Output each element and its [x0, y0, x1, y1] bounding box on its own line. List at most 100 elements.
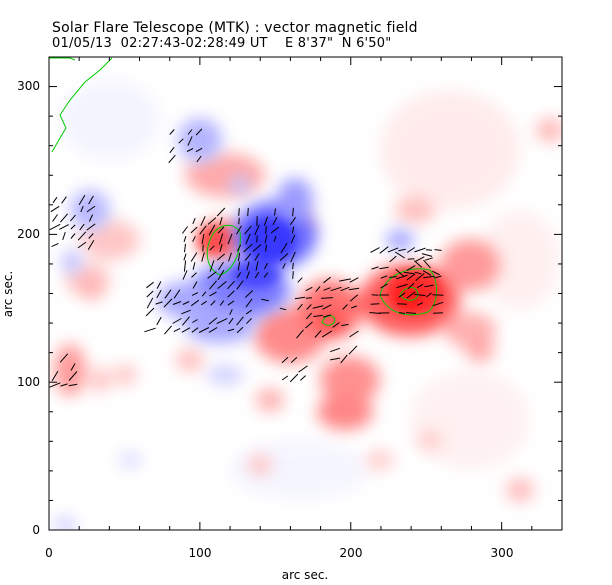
field-vector — [50, 205, 60, 213]
field-vector — [406, 291, 416, 299]
field-vector — [208, 327, 218, 333]
field-vector — [78, 194, 86, 206]
field-vector — [380, 283, 388, 289]
field-vector — [414, 271, 422, 275]
field-vector — [254, 271, 260, 279]
field-vector — [228, 252, 232, 262]
field-vector — [396, 274, 408, 280]
field-vector — [209, 291, 217, 297]
field-vector — [289, 217, 297, 225]
field-vector — [255, 261, 259, 271]
field-vector — [296, 329, 304, 339]
field-vector — [348, 345, 358, 355]
field-vector — [415, 256, 425, 262]
field-vector — [261, 298, 269, 302]
field-vector — [62, 231, 66, 241]
field-vector — [413, 260, 423, 268]
field-vector — [395, 268, 405, 278]
field-vector — [192, 262, 196, 270]
field-vector — [414, 247, 426, 253]
field-vector — [342, 304, 348, 310]
field-vector — [190, 299, 200, 307]
field-vector — [183, 235, 187, 243]
field-vector — [178, 138, 184, 144]
field-vector — [237, 252, 241, 262]
field-vector — [156, 316, 162, 326]
field-vector — [290, 357, 298, 363]
field-vector — [229, 308, 233, 316]
field-vector — [423, 275, 435, 279]
field-vector — [274, 208, 276, 216]
field-vector — [88, 195, 94, 205]
field-vector — [227, 300, 235, 306]
field-vector — [406, 265, 416, 271]
field-vector — [172, 301, 182, 305]
positive-polarity-cores — [199, 226, 443, 332]
field-vector — [313, 314, 323, 318]
field-vector — [79, 223, 85, 231]
observation-info: 01/05/13 02:27:43-02:28:49 UT E 8'37" N … — [52, 36, 392, 51]
field-vector — [236, 326, 244, 334]
field-vector — [59, 353, 69, 363]
field-vector — [201, 234, 205, 244]
field-vector — [289, 373, 299, 383]
field-vector — [164, 289, 172, 299]
field-vector — [279, 307, 287, 311]
field-vector — [169, 146, 175, 154]
field-vector — [405, 312, 417, 314]
field-vector — [169, 129, 175, 135]
field-vector — [425, 249, 433, 251]
field-vector — [423, 259, 431, 269]
field-vector — [282, 263, 286, 269]
field-vector — [245, 298, 253, 308]
field-vector — [87, 240, 95, 250]
x-tick-label: 100 — [189, 546, 212, 560]
field-vector — [192, 281, 198, 289]
field-vector — [263, 216, 269, 226]
field-vector — [264, 262, 268, 270]
field-vector — [280, 242, 288, 254]
field-vector — [209, 245, 215, 251]
field-vector — [236, 272, 242, 278]
field-vector — [236, 225, 242, 235]
field-vector — [227, 328, 235, 332]
field-vector — [403, 271, 415, 275]
field-vector — [181, 327, 191, 333]
field-vector — [432, 301, 444, 307]
field-vector — [244, 290, 254, 298]
field-vector — [227, 290, 235, 298]
field-vector — [315, 286, 321, 292]
field-vector — [209, 280, 217, 290]
field-vector — [300, 375, 306, 381]
field-vector — [236, 316, 244, 326]
field-vector — [196, 155, 202, 163]
field-vector — [77, 241, 87, 249]
field-vector — [252, 244, 262, 252]
field-vector — [164, 325, 172, 335]
field-vector — [433, 312, 443, 314]
field-vector — [416, 302, 424, 306]
field-vector — [281, 375, 289, 381]
transverse-field-vectors — [49, 128, 444, 388]
field-vector — [68, 383, 78, 387]
field-vector — [238, 217, 240, 225]
field-vector — [236, 280, 244, 290]
field-vector — [183, 260, 187, 272]
field-vector — [217, 281, 227, 289]
field-vector — [395, 251, 405, 259]
field-vector — [349, 277, 359, 283]
field-vector — [291, 226, 295, 234]
field-vector — [332, 322, 340, 328]
field-vector — [370, 247, 380, 253]
field-vector — [191, 327, 199, 333]
field-vector — [244, 253, 252, 261]
y-tick-label: 200 — [17, 227, 40, 241]
field-vector — [190, 252, 198, 262]
field-vector — [305, 286, 313, 292]
field-vector — [340, 354, 348, 364]
field-vector — [245, 233, 251, 245]
field-vector — [187, 129, 193, 135]
field-vector — [421, 253, 433, 257]
field-vector — [322, 314, 332, 318]
field-vector — [218, 261, 224, 271]
